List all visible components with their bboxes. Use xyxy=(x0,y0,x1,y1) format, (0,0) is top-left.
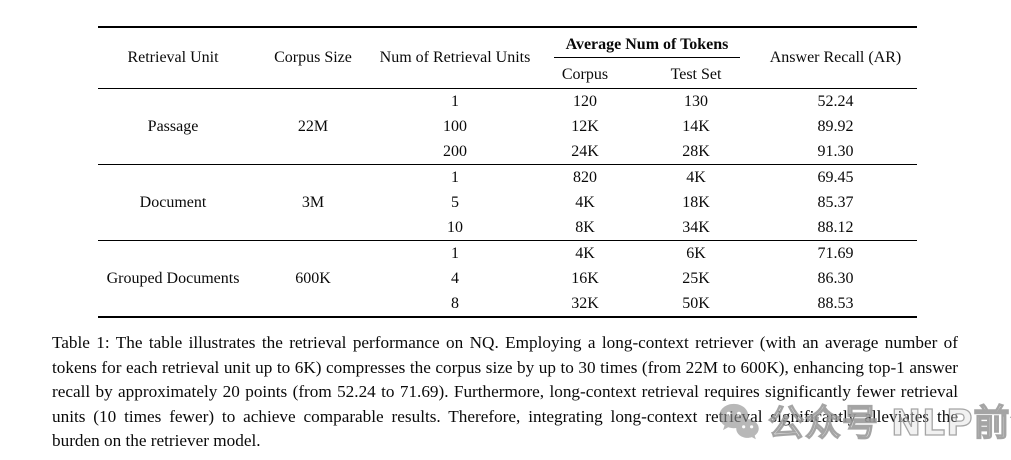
cell-retrieval-unit: Passage xyxy=(147,118,199,135)
cell-answer-recall: 88.12 xyxy=(817,219,854,236)
header-avg-num-tokens: Average Num of Tokens xyxy=(532,27,754,61)
cell-num-units: 1 xyxy=(451,169,459,186)
cell-corpus-tokens: 120 xyxy=(573,93,597,110)
table-row: 100 12K 14K 89.92 xyxy=(98,114,917,139)
cell-num-units: 8 xyxy=(451,295,459,312)
cell-corpus-tokens: 4K xyxy=(575,194,595,211)
cell-corpus-size: 600K xyxy=(295,270,331,287)
cell-corpus-tokens: 820 xyxy=(573,169,597,186)
cell-answer-recall: 71.69 xyxy=(817,245,854,262)
table-row: 200 24K 28K 91.30 xyxy=(98,139,917,165)
table-row: 8 32K 50K 88.53 xyxy=(98,291,917,317)
cell-testset-tokens: 130 xyxy=(684,93,708,110)
cell-testset-tokens: 6K xyxy=(686,245,706,262)
cell-num-units: 1 xyxy=(451,93,459,110)
cell-corpus-tokens: 24K xyxy=(571,143,599,160)
header-avg-num-tokens-label: Average Num of Tokens xyxy=(554,32,740,58)
cell-num-units: 5 xyxy=(451,194,459,211)
subheader-corpus: Corpus xyxy=(561,65,609,83)
cell-retrieval-unit: Grouped Documents xyxy=(106,270,240,287)
cell-num-units: 4 xyxy=(451,270,459,287)
cell-num-units: 10 xyxy=(447,219,463,236)
table-row: Grouped Documents 600K 1 4K 6K 71.69 xyxy=(98,241,917,287)
cell-corpus-tokens: 32K xyxy=(571,295,599,312)
table-caption: Table 1: The table illustrates the retri… xyxy=(52,333,958,451)
cell-corpus-tokens: 4K xyxy=(575,245,595,262)
cell-answer-recall: 52.24 xyxy=(817,93,854,110)
cell-corpus-tokens: 8K xyxy=(575,219,595,236)
cell-testset-tokens: 25K xyxy=(682,270,710,287)
header-num-retrieval-units: Num of Retrieval Units xyxy=(379,49,531,66)
cell-retrieval-unit: Document xyxy=(139,194,207,211)
cell-answer-recall: 91.30 xyxy=(817,143,854,160)
cell-answer-recall: 85.37 xyxy=(817,194,854,211)
table-row: Document 3M 1 820 4K 69.45 xyxy=(98,165,917,211)
header-answer-recall: Answer Recall (AR) xyxy=(769,49,902,66)
cell-testset-tokens: 28K xyxy=(682,143,710,160)
table-header: Retrieval Unit Corpus Size Num of Retrie… xyxy=(98,27,917,89)
table-1: Retrieval Unit Corpus Size Num of Retrie… xyxy=(98,26,917,318)
cell-answer-recall: 89.92 xyxy=(817,118,854,135)
group-grouped-documents: Grouped Documents 600K 1 4K 6K 71.69 4 1… xyxy=(98,240,917,318)
retrieval-results-table: Retrieval Unit Corpus Size Num of Retrie… xyxy=(98,26,917,318)
cell-answer-recall: 69.45 xyxy=(817,169,854,186)
table-row: 5 4K 18K 85.37 xyxy=(98,190,917,215)
table-row: 4 16K 25K 86.30 xyxy=(98,266,917,291)
cell-answer-recall: 86.30 xyxy=(817,270,854,287)
cell-num-units: 100 xyxy=(443,118,467,135)
cell-corpus-tokens: 16K xyxy=(571,270,599,287)
header-retrieval-unit: Retrieval Unit xyxy=(127,49,219,66)
group-document: Document 3M 1 820 4K 69.45 5 4K 18K 85.3… xyxy=(98,164,917,241)
cell-num-units: 1 xyxy=(451,245,459,262)
cell-testset-tokens: 18K xyxy=(682,194,710,211)
cell-testset-tokens: 34K xyxy=(682,219,710,236)
cell-answer-recall: 88.53 xyxy=(817,295,854,312)
cell-corpus-tokens: 12K xyxy=(571,118,599,135)
subheader-test-set: Test Set xyxy=(670,65,722,83)
table-row: Passage 22M 1 120 130 52.24 xyxy=(98,89,917,135)
group-passage: Passage 22M 1 120 130 52.24 100 12K 14K … xyxy=(98,89,917,165)
header-corpus-size: Corpus Size xyxy=(274,49,352,66)
cell-corpus-size: 22M xyxy=(297,118,329,135)
cell-corpus-size: 3M xyxy=(301,194,325,211)
cell-testset-tokens: 14K xyxy=(682,118,710,135)
cell-num-units: 200 xyxy=(443,143,467,160)
table-row: 10 8K 34K 88.12 xyxy=(98,215,917,241)
cell-testset-tokens: 4K xyxy=(686,169,706,186)
cell-testset-tokens: 50K xyxy=(682,295,710,312)
